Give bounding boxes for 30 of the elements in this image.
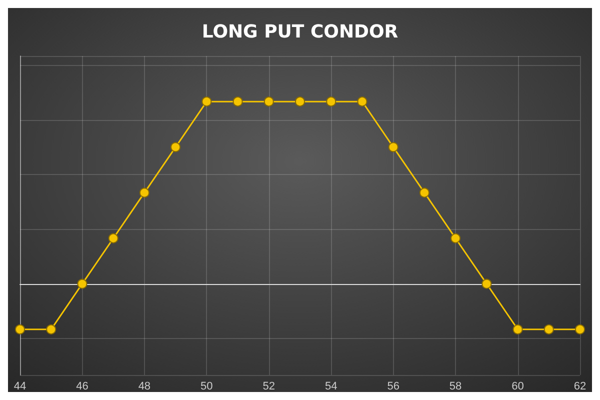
point bbox=[202, 96, 212, 107]
point bbox=[232, 96, 243, 107]
point bbox=[512, 324, 523, 334]
x-tick-label: 60 bbox=[512, 380, 524, 392]
point bbox=[357, 96, 368, 107]
point bbox=[264, 96, 274, 107]
x-tick-label: 58 bbox=[449, 380, 462, 392]
chart-title: LONG PUT CONDOR bbox=[202, 22, 398, 42]
point bbox=[450, 233, 461, 244]
point bbox=[388, 142, 398, 152]
x-tick-label: 62 bbox=[574, 380, 586, 392]
point bbox=[482, 278, 492, 289]
point bbox=[544, 324, 554, 334]
point bbox=[295, 96, 305, 107]
x-tick-label: 50 bbox=[200, 380, 213, 392]
x-tick-label: 54 bbox=[324, 380, 338, 392]
point bbox=[46, 324, 56, 334]
point bbox=[15, 324, 25, 334]
x-tick-label: 56 bbox=[387, 380, 400, 392]
x-tick-label: 46 bbox=[76, 380, 88, 392]
x-tick-label: 48 bbox=[138, 380, 151, 392]
point bbox=[170, 142, 181, 152]
point bbox=[575, 324, 585, 334]
point bbox=[139, 188, 150, 198]
point bbox=[77, 278, 88, 289]
point bbox=[419, 188, 430, 198]
point bbox=[326, 96, 336, 107]
x-tick-label: 44 bbox=[14, 380, 26, 392]
x-tick-label: 52 bbox=[262, 380, 276, 392]
point bbox=[108, 233, 118, 244]
